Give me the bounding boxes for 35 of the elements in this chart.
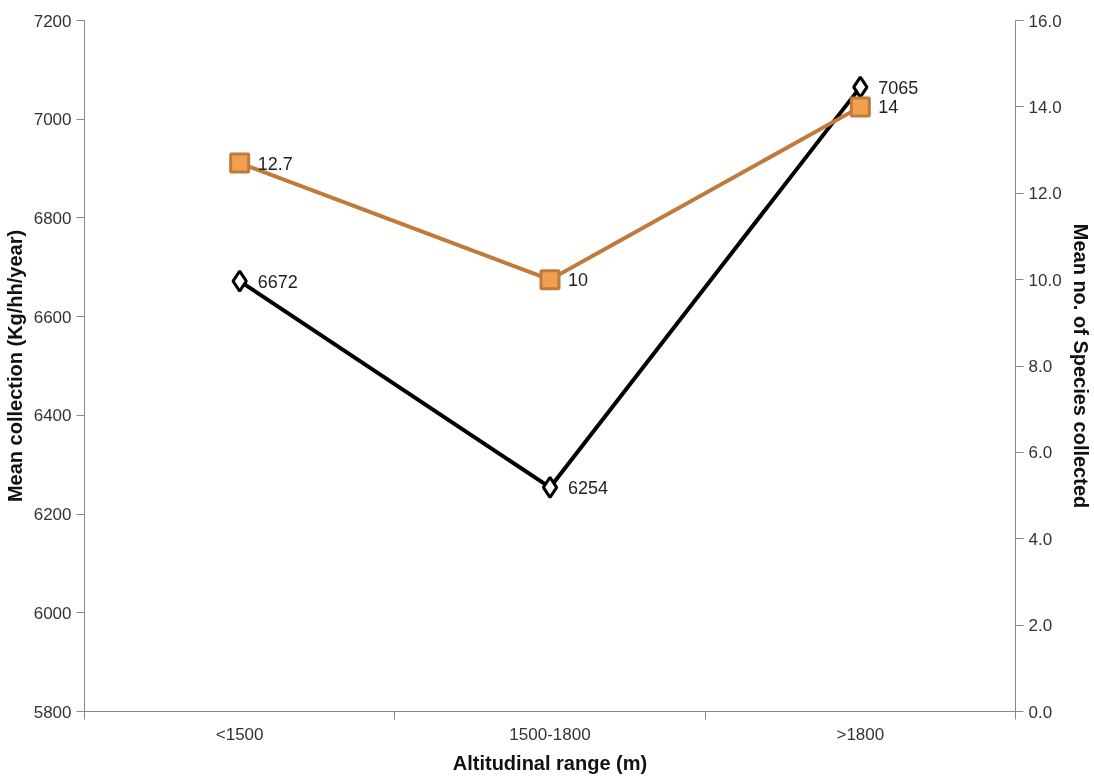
- y-tick-label: 7200: [33, 11, 72, 31]
- x-axis-title: Altitudinal range (m): [452, 751, 648, 774]
- y2-tick-label: 14.0: [1028, 97, 1062, 117]
- y-tick-label: 6000: [33, 603, 72, 623]
- y-tick-label: 6800: [33, 208, 72, 228]
- data-label: 14: [878, 97, 899, 118]
- x-tick-label: 1500-1800: [509, 724, 591, 744]
- y2-tick-label: 12.0: [1028, 184, 1062, 204]
- data-label: 12.7: [257, 153, 293, 174]
- x-tick-label: <1500: [215, 724, 264, 744]
- y2-tick-label: 6.0: [1028, 443, 1053, 463]
- y2-tick-label: 8.0: [1028, 357, 1053, 376]
- y2-tick-label: 2.0: [1028, 616, 1053, 636]
- x-tick-label: >1800: [836, 724, 885, 744]
- point: [539, 269, 561, 291]
- y-tick-label: 6400: [33, 406, 72, 426]
- y2-tick-label: 0.0: [1028, 702, 1053, 722]
- y2-tick-label: 4.0: [1028, 529, 1053, 549]
- point: [541, 475, 559, 499]
- y-tick-label: 7000: [33, 110, 72, 130]
- point: [231, 269, 248, 293]
- y2-tick-label: 10.0: [1028, 270, 1062, 290]
- y2-tick-label: 16.0: [1028, 11, 1062, 31]
- y-tick-label: 6600: [33, 307, 72, 327]
- point: [849, 96, 871, 118]
- data-label: 6254: [568, 477, 609, 498]
- y-tick-label: 5800: [33, 702, 72, 722]
- data-label: 7065: [878, 77, 919, 98]
- point: [229, 152, 251, 174]
- y-axis-title: Mean collection (Kg/hh/year): [3, 229, 26, 503]
- y2-axis-title: Mean no. of Species collected: [1069, 223, 1092, 509]
- y-tick-label: 6200: [33, 505, 72, 525]
- data-label: 6672: [257, 271, 298, 292]
- point: [852, 75, 869, 99]
- data-label: 10: [568, 270, 589, 291]
